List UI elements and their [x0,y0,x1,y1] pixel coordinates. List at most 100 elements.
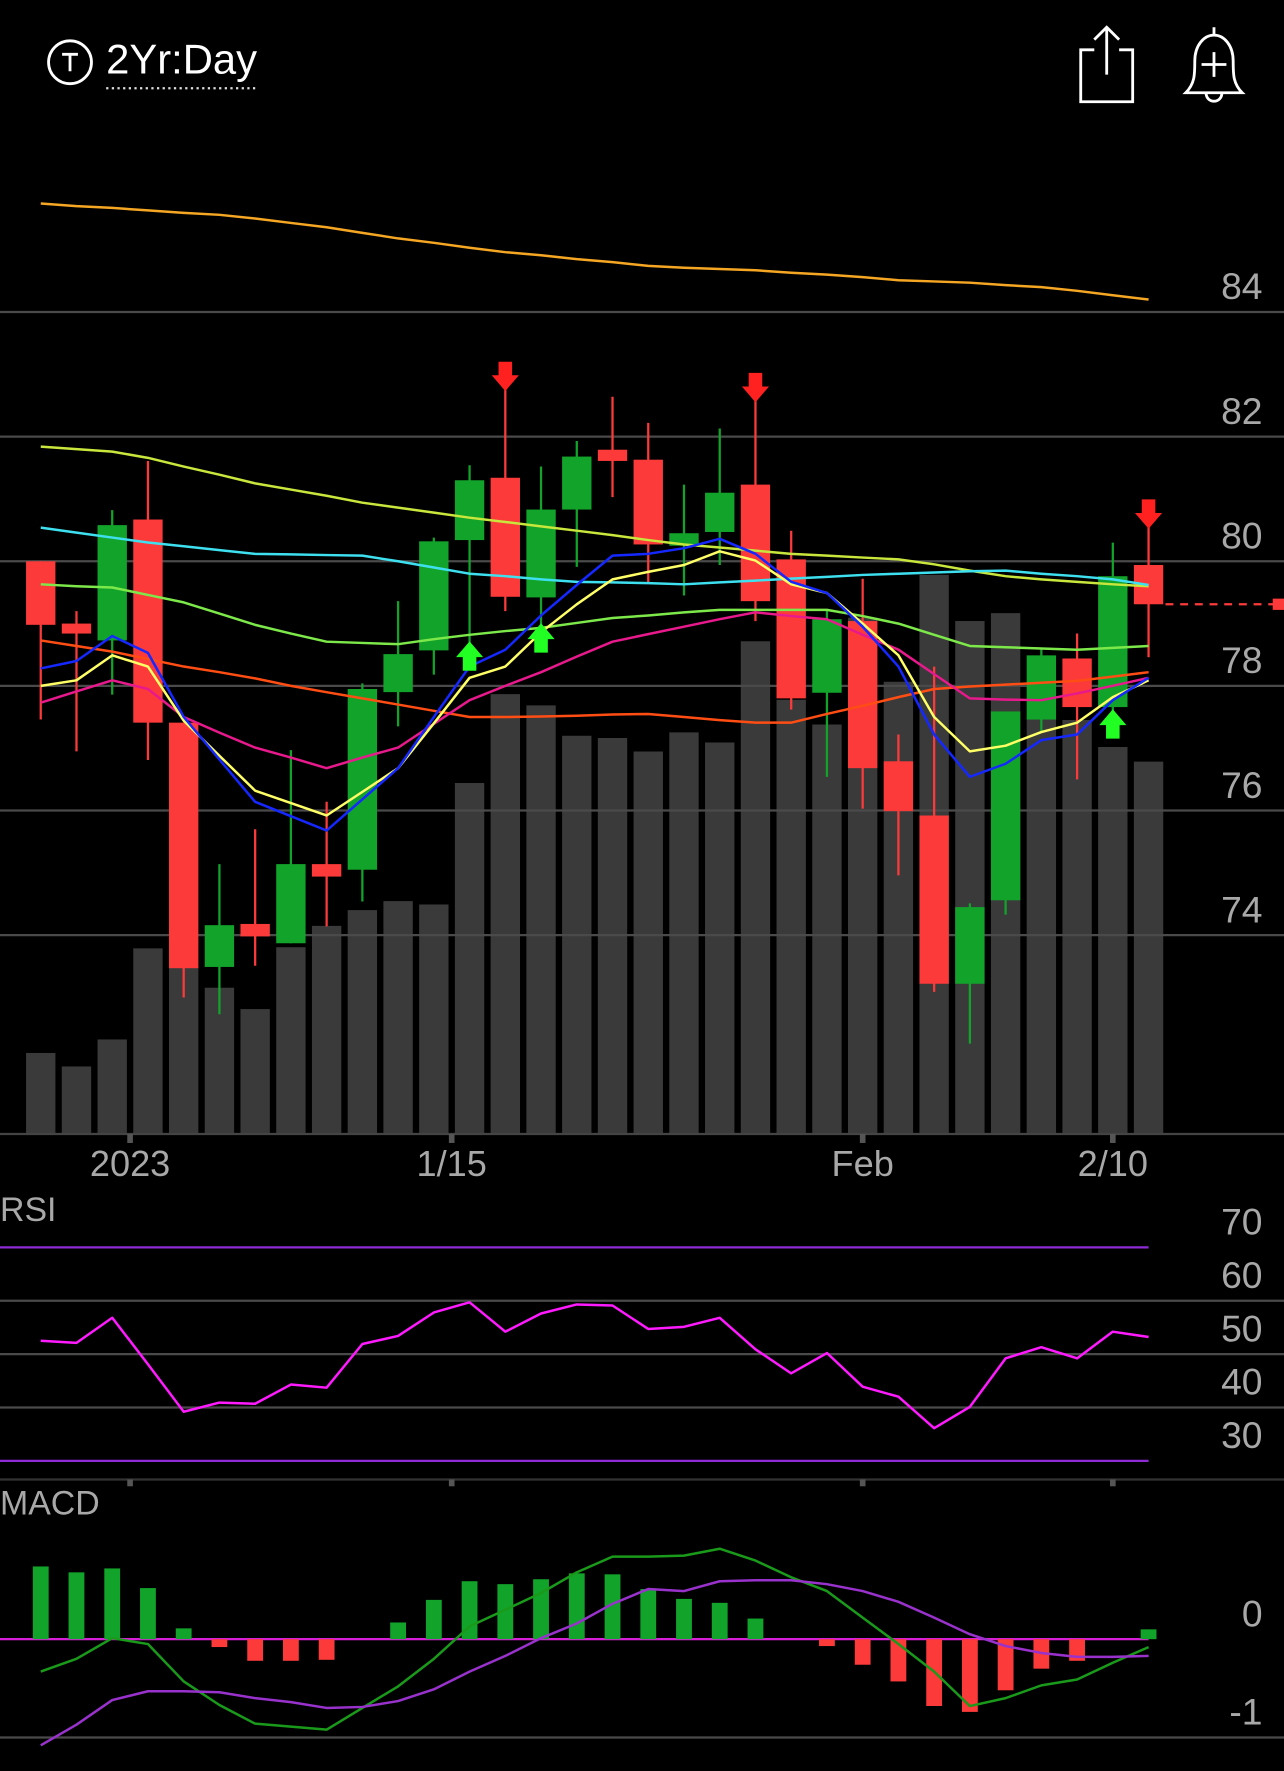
histogram-bar [175,1628,192,1640]
y-tick-label: 78 [1221,639,1262,681]
buy-signal [1099,709,1127,739]
candle-body [61,623,92,634]
volume-bar [705,742,735,1134]
volume-bar [240,1009,270,1134]
histogram-bar [1140,1629,1157,1640]
candle-body [597,449,628,461]
candle-body [454,480,485,541]
candle-body [847,621,878,769]
volume-bar [419,904,449,1134]
candle-body [169,722,199,969]
histogram-bar [640,1589,657,1640]
y-tick-label: 70 [1221,1201,1262,1243]
candle-body [1062,658,1092,708]
histogram-bar [568,1573,585,1640]
candle-body [526,509,556,598]
histogram-bar [854,1639,871,1665]
histogram-bar [68,1572,85,1640]
candle-body [97,525,127,641]
y-tick-label: 40 [1221,1361,1262,1403]
volume-bar [812,724,842,1134]
volume-bar [26,1052,56,1134]
candle-body [26,561,56,625]
volume-bar [383,901,413,1134]
candle-body [204,925,235,967]
candle-body [133,519,163,723]
histogram-bar [140,1588,156,1640]
indicator-line [40,1578,1149,1747]
share-box [1079,48,1135,104]
histogram-bar [747,1618,764,1640]
volume-bar [490,694,520,1134]
volume-bar [633,751,663,1134]
volume-bar [1098,747,1128,1134]
candle-body [311,864,342,877]
candle-body [276,864,306,944]
histogram-bar [676,1598,692,1640]
share-arrow [1093,25,1121,75]
candle-body [562,456,592,510]
bell-clapper [1204,92,1224,103]
sell-signal [741,372,770,403]
candle-body [812,619,842,693]
sell-signal [491,361,519,392]
indicator-line [40,202,1149,301]
histogram-bar [104,1568,121,1640]
indicator-line [40,445,1149,588]
period-selector[interactable]: 2Yr:Day [106,35,257,82]
candle-body [633,459,663,545]
candle-body [883,761,914,812]
buy-signal [456,641,484,671]
histogram-bar [961,1639,978,1712]
y-tick-label: 60 [1221,1254,1262,1296]
volume-bar [776,699,806,1134]
volume-bar [61,1066,92,1134]
y-tick-label: 84 [1221,265,1262,307]
header: 2Yr:Day [47,25,1246,104]
last-price-tag [1272,598,1284,610]
indicator-line [40,1547,1150,1731]
y-tick-label: 80 [1221,515,1262,557]
panel-title: RSI [0,1191,56,1229]
histogram-bar [390,1622,407,1640]
volume-bar [669,732,699,1134]
indicator-line [40,639,1149,724]
histogram-bar [604,1574,621,1640]
share-button[interactable] [1079,25,1135,104]
histogram-bar [282,1639,299,1661]
volume-bar [1133,761,1164,1134]
volume-bar [526,705,556,1134]
volume-bar [1062,720,1092,1134]
volume-bar [740,641,771,1134]
histogram-bar [711,1602,728,1640]
bell [1182,27,1246,95]
histogram-bar [425,1599,442,1640]
bell-plus [1201,52,1227,77]
histogram-bar [318,1639,335,1660]
icon-glyph [62,52,78,72]
alert-button[interactable] [1182,27,1246,103]
y-tick-label: 82 [1221,390,1262,432]
indicator-line [40,583,1149,651]
y-tick-label: -1 [1229,1691,1262,1733]
candle-body [490,477,520,597]
volume-bar [311,925,342,1134]
y-tick-label: 0 [1242,1592,1263,1634]
histogram-bar [533,1579,549,1640]
volume-bar [955,621,985,1134]
x-tick-label: 1/15 [417,1143,487,1184]
histogram-bar [211,1639,228,1648]
indicator-line [40,526,1149,587]
buy-signal [527,623,555,653]
y-tick-label: 74 [1221,888,1262,930]
histogram-bar [497,1584,514,1640]
ticker-icon[interactable] [47,39,93,86]
x-tick-label: Feb [832,1143,894,1184]
histogram-bar [32,1566,49,1640]
histogram-bar [247,1639,264,1661]
indicator-line [40,550,1150,817]
x-tick-label: 2/10 [1078,1143,1148,1184]
indicator-line [40,611,1149,770]
